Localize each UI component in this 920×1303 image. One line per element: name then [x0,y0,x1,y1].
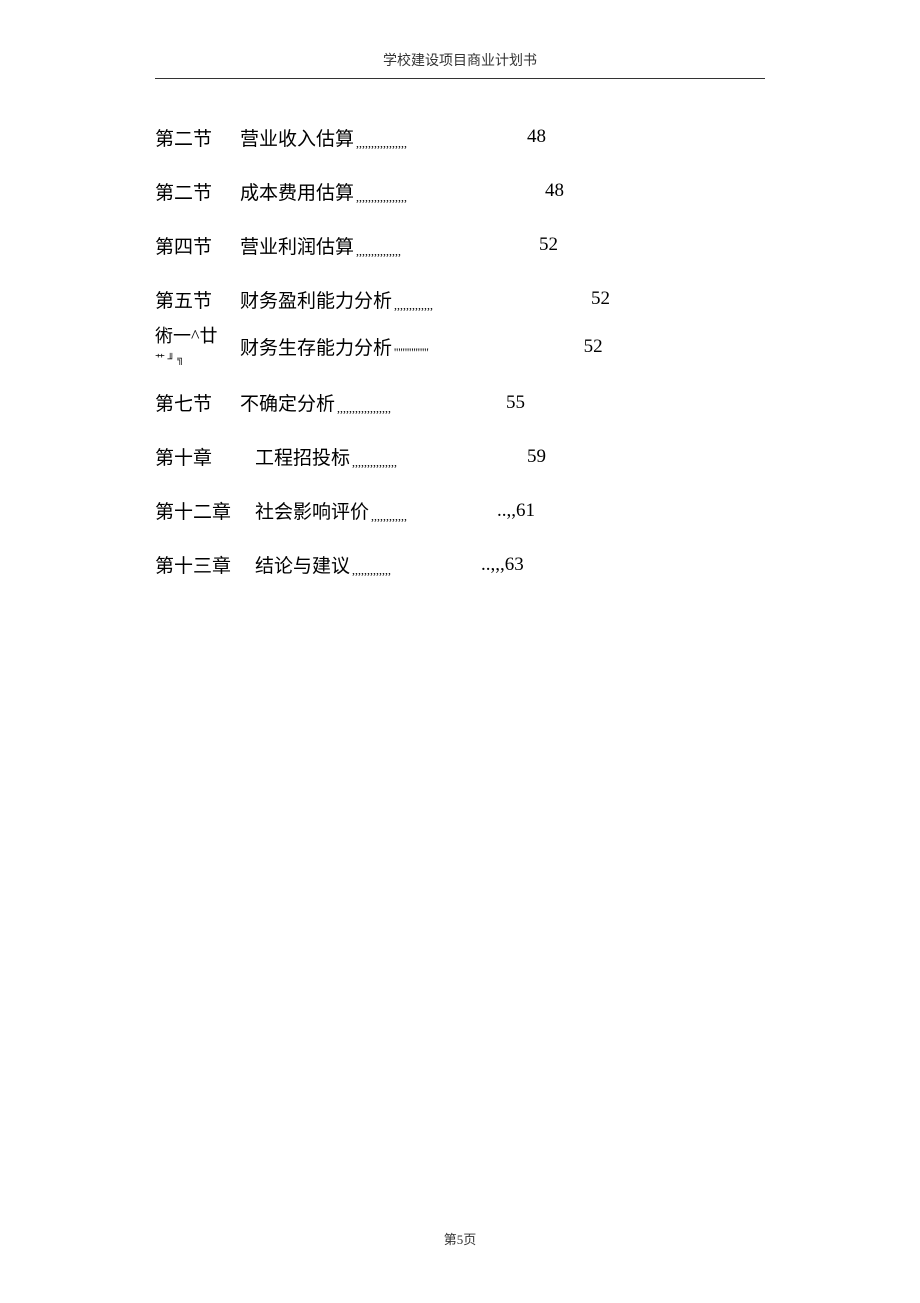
toc-page-number: 55 [506,392,525,414]
toc-title: 工程招投标,,,,,,,,,,,,,,, [255,443,397,470]
toc-page-number: 52 [584,336,603,358]
toc-section-label: 第七节 [155,389,240,416]
toc-leader-dots: ,,,,,,,,,,,,, [394,298,433,312]
toc-entry: 術一^廿 艹 ╜ ╗ 财务生存能力分析'''''''''''''''' 52 [155,327,765,367]
toc-entry: 第十三章 结论与建议,,,,,,,,,,,,, ..,,,63 [155,547,765,583]
toc-leader-dots: ,,,,,,,,,,,,,,,,, [356,190,407,204]
toc-section-label: 第五节 [155,286,240,313]
toc-entry: 第十二章 社会影响评价,,,,,,,,,,,, ..,,61 [155,493,765,529]
toc-entry: 第二节 营业收入估算,,,,,,,,,,,,,,,,, 48 [155,119,765,155]
toc-page-number: 52 [591,288,610,310]
toc-chapter-label: 第十章 [155,443,255,470]
toc-title: 社会影响评价,,,,,,,,,,,, [255,497,407,524]
toc-title: 不确定分析,,,,,,,,,,,,,,,,,, [240,389,391,416]
toc-leader-dots: ,,,,,,,,,,,,,,,,,, [337,401,391,415]
toc-title: 营业收入估算,,,,,,,,,,,,,,,,, [240,124,407,151]
document-page: 学校建设项目商业计划书 第二节 营业收入估算,,,,,,,,,,,,,,,,, … [0,0,920,1303]
toc-entry: 第七节 不确定分析,,,,,,,,,,,,,,,,,, 55 [155,385,765,421]
toc-page-number: ..,,,63 [481,554,524,576]
toc-title: 成本费用估算,,,,,,,,,,,,,,,,, [240,178,407,205]
toc-section-label: 第二节 [155,178,240,205]
header-title: 学校建设项目商业计划书 [383,54,537,69]
toc-title: 结论与建议,,,,,,,,,,,,, [255,551,391,578]
toc-leader-dots: '''''''''''''''' [394,345,429,359]
toc-leader-dots: ,,,,,,,,,,,,,,,,, [356,136,407,150]
toc-section-label-garbled: 術一^廿 艹 ╜ ╗ [155,327,240,367]
toc-leader-dots: ,,,,,,,,,,,,, [352,563,391,577]
toc-leader-dots: ,,,,,,,,,,,, [371,509,407,523]
toc-entry: 第四节 营业利润估算,,,,,,,,,,,,,,, 52 [155,227,765,263]
toc-page-number: 48 [527,126,546,148]
toc-title: 营业利润估算,,,,,,,,,,,,,,, [240,232,401,259]
toc-entry: 第十章 工程招投标,,,,,,,,,,,,,,, 59 [155,439,765,475]
toc-title: 财务盈利能力分析,,,,,,,,,,,,, [240,286,433,313]
toc-leader-dots: ,,,,,,,,,,,,,,, [356,244,401,258]
toc-entry: 第五节 财务盈利能力分析,,,,,,,,,,,,, 52 [155,281,765,317]
toc-container: 第二节 营业收入估算,,,,,,,,,,,,,,,,, 48 第二节 成本费用估… [155,119,765,583]
toc-title: 财务生存能力分析'''''''''''''''' [240,333,429,360]
toc-entry: 第二节 成本费用估算,,,,,,,,,,,,,,,,, 48 [155,173,765,209]
toc-section-label: 第四节 [155,232,240,259]
toc-page-number: 52 [539,234,558,256]
toc-chapter-label: 第十三章 [155,551,255,578]
toc-page-number: 48 [545,180,564,202]
page-footer: 第5页 [0,1229,920,1248]
toc-leader-dots: ,,,,,,,,,,,,,,, [352,455,397,469]
footer-page-number: 第5页 [444,1232,477,1247]
page-header: 学校建设项目商业计划书 [155,50,765,79]
toc-chapter-label: 第十二章 [155,497,255,524]
toc-page-number: ..,,61 [497,500,535,522]
toc-page-number: 59 [527,446,546,468]
toc-section-label: 第二节 [155,124,240,151]
